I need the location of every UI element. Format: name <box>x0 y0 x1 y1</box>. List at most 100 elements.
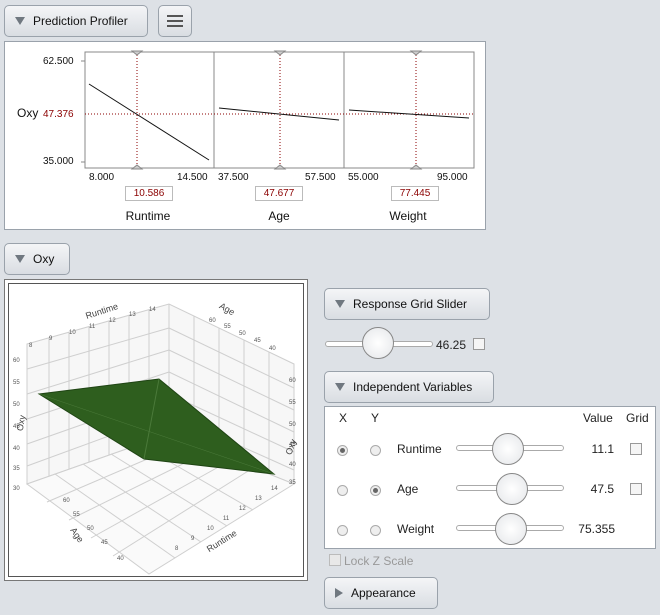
runtime-value: 11.1 <box>591 442 614 456</box>
runtime-max: 14.500 <box>177 172 208 183</box>
svg-text:12: 12 <box>239 506 246 512</box>
disclosure-down-icon <box>335 383 345 391</box>
menu-button[interactable] <box>158 5 192 37</box>
response-grid-slider-knob[interactable] <box>362 327 394 359</box>
response-label: Oxy <box>17 106 39 120</box>
oxy-section-button[interactable]: Oxy <box>4 243 70 275</box>
profiler-panel: 62.500 Oxy 47.376 35.000 8.000 14.500 37… <box>4 41 486 230</box>
weight-max: 95.000 <box>437 172 468 183</box>
x-column-header: X <box>339 411 348 425</box>
runtime-current-field[interactable]: 10.586 <box>125 186 173 201</box>
independent-variables-button[interactable]: Independent Variables <box>324 371 494 403</box>
weight-slider-knob[interactable] <box>495 513 527 545</box>
svg-text:12: 12 <box>109 318 116 324</box>
lock-z-scale-checkbox[interactable] <box>329 554 341 566</box>
weight-factor-label: Weight <box>389 209 427 223</box>
svg-text:10: 10 <box>207 526 214 532</box>
svg-text:55: 55 <box>13 380 20 386</box>
runtime-trace <box>88 83 210 161</box>
grid-column-header: Grid <box>626 411 649 425</box>
svg-text:45: 45 <box>254 338 261 344</box>
age-grid-checkbox[interactable] <box>630 483 642 495</box>
age-current-field[interactable]: 47.677 <box>255 186 303 201</box>
age-factor-label: Age <box>268 209 290 223</box>
weight-value: 75.355 <box>578 522 615 536</box>
svg-text:8: 8 <box>175 546 179 552</box>
prediction-profiler-button[interactable]: Prediction Profiler <box>4 5 148 37</box>
age-min: 37.500 <box>218 172 249 183</box>
age-slider-knob[interactable] <box>496 473 528 505</box>
svg-text:13: 13 <box>129 312 136 318</box>
runtime-slider-knob[interactable] <box>492 433 524 465</box>
y-current-label: 47.376 <box>43 109 74 120</box>
svg-text:14: 14 <box>271 486 278 492</box>
weight-row-label: Weight <box>397 522 435 536</box>
y-max-label: 62.500 <box>43 56 74 67</box>
surface-plot-svg: 8 9 10 11 12 13 14 60 55 50 45 40 60 55 50 45 40 35 30 6… <box>13 303 296 575</box>
svg-text:40: 40 <box>117 556 124 562</box>
oxy-section-label: Oxy <box>33 252 55 266</box>
weight-trace <box>348 109 470 119</box>
svg-text:40: 40 <box>289 462 296 468</box>
svg-text:60: 60 <box>289 378 296 384</box>
svg-text:30: 30 <box>13 486 20 492</box>
disclosure-down-icon <box>335 300 345 308</box>
appearance-label: Appearance <box>351 586 416 600</box>
svg-text:8: 8 <box>29 343 33 349</box>
svg-text:55: 55 <box>73 512 80 518</box>
age-y-radio[interactable] <box>370 485 381 496</box>
svg-text:10: 10 <box>69 330 76 336</box>
runtime-x-radio[interactable] <box>337 445 348 456</box>
response-grid-checkbox[interactable] <box>473 338 485 350</box>
svg-text:35: 35 <box>13 466 20 472</box>
svg-text:45: 45 <box>101 540 108 546</box>
response-grid-value: 46.25 <box>436 338 467 352</box>
independent-variables-panel: X Y Value Grid Runtime 11.1 Age 47.5 Wei… <box>324 406 656 549</box>
appearance-button[interactable]: Appearance <box>324 577 438 609</box>
response-grid-slider-label: Response Grid Slider <box>353 297 468 311</box>
svg-text:35: 35 <box>289 480 296 486</box>
age-row-label: Age <box>397 482 419 496</box>
surface-plot-3d[interactable]: 8 9 10 11 12 13 14 60 55 50 45 40 60 55 50 45 40 35 30 6… <box>4 279 308 581</box>
svg-text:50: 50 <box>13 402 20 408</box>
svg-text:60: 60 <box>63 498 70 504</box>
svg-text:60: 60 <box>209 318 216 324</box>
svg-text:60: 60 <box>13 358 20 364</box>
svg-text:40: 40 <box>13 446 20 452</box>
y-min-label: 35.000 <box>43 156 74 167</box>
runtime-factor-label: Runtime <box>125 209 171 223</box>
disclosure-down-icon <box>15 17 25 25</box>
svg-text:9: 9 <box>191 536 195 542</box>
svg-text:45: 45 <box>13 424 20 430</box>
svg-text:13: 13 <box>255 496 262 502</box>
age-value: 47.5 <box>590 482 614 496</box>
disclosure-down-icon <box>15 255 25 263</box>
weight-y-radio[interactable] <box>370 525 381 536</box>
svg-text:9: 9 <box>49 336 53 342</box>
svg-text:11: 11 <box>223 516 230 522</box>
svg-text:45: 45 <box>289 442 296 448</box>
svg-text:50: 50 <box>87 526 94 532</box>
svg-text:50: 50 <box>239 331 246 337</box>
lock-z-scale-label: Lock Z Scale <box>344 554 414 568</box>
svg-text:50: 50 <box>289 422 296 428</box>
age-max: 57.500 <box>305 172 336 183</box>
svg-text:40: 40 <box>269 346 276 352</box>
weight-x-radio[interactable] <box>337 525 348 536</box>
weight-current-field[interactable]: 77.445 <box>391 186 439 201</box>
hamburger-icon <box>167 12 183 30</box>
independent-variables-label: Independent Variables <box>353 380 473 394</box>
weight-min: 55.000 <box>348 172 379 183</box>
age-trace <box>218 107 340 121</box>
svg-text:14: 14 <box>149 307 156 313</box>
y-column-header: Y <box>371 411 380 425</box>
profiler-plots <box>81 50 475 170</box>
value-column-header: Value <box>583 411 613 425</box>
runtime-y-radio[interactable] <box>370 445 381 456</box>
svg-text:55: 55 <box>224 324 231 330</box>
runtime-grid-checkbox[interactable] <box>630 443 642 455</box>
svg-text:11: 11 <box>89 324 96 330</box>
response-grid-slider-button[interactable]: Response Grid Slider <box>324 288 490 320</box>
age-x-radio[interactable] <box>337 485 348 496</box>
runtime-row-label: Runtime <box>397 442 442 456</box>
